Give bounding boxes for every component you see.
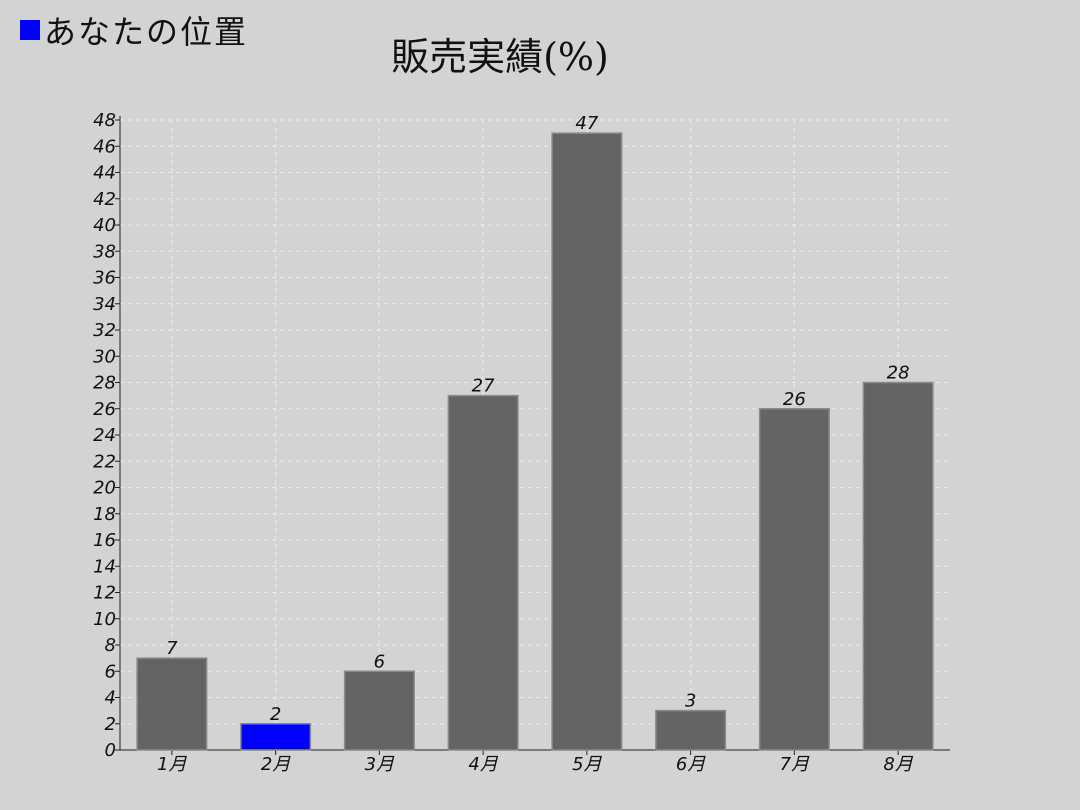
y-tick-label: 48 bbox=[93, 110, 116, 131]
data-label: 6 bbox=[374, 651, 385, 672]
y-tick-label: 0 bbox=[105, 740, 116, 761]
x-tick-label: 4月 bbox=[468, 754, 498, 775]
bar-7 bbox=[758, 408, 830, 751]
x-tick-label: 2月 bbox=[261, 754, 291, 775]
bar-5 bbox=[551, 132, 623, 751]
y-tick-label: 46 bbox=[93, 136, 116, 157]
bars bbox=[136, 132, 934, 751]
y-tick-label: 42 bbox=[93, 189, 116, 210]
y-tick-label: 32 bbox=[93, 320, 116, 341]
bar-1 bbox=[136, 657, 208, 751]
y-tick-label: 38 bbox=[93, 241, 116, 262]
y-tick-label: 18 bbox=[93, 504, 116, 525]
data-label: 28 bbox=[887, 363, 910, 384]
y-tick-label: 34 bbox=[93, 294, 116, 315]
chart-title: 販売実績(%) bbox=[391, 35, 609, 79]
y-tick-label: 36 bbox=[93, 268, 116, 289]
x-tick-label: 6月 bbox=[676, 754, 706, 775]
data-label: 26 bbox=[783, 389, 806, 410]
y-tick-label: 12 bbox=[93, 583, 116, 604]
labels: 1月 7 2月 2 3月 6 4月 27 5月 47 6月 3 7月 26 8月 28 bbox=[157, 113, 914, 775]
legend: あなたの位置 bbox=[20, 10, 249, 51]
x-tick-label: 7月 bbox=[780, 754, 810, 775]
y-tick-label: 24 bbox=[93, 425, 116, 446]
legend-label: あなたの位置 bbox=[44, 13, 249, 51]
data-label: 27 bbox=[472, 376, 495, 397]
data-label: 3 bbox=[685, 691, 696, 712]
x-tick-label: 5月 bbox=[572, 754, 602, 775]
legend-swatch bbox=[20, 20, 40, 40]
y-tick-label: 44 bbox=[93, 163, 116, 184]
bar-6 bbox=[655, 709, 727, 751]
y-tick-label: 40 bbox=[93, 215, 116, 236]
x-tick-label: 1月 bbox=[157, 754, 187, 775]
data-label: 7 bbox=[166, 638, 178, 659]
data-label: 47 bbox=[575, 113, 598, 134]
axes: 0246810121416182022242628303234363840424… bbox=[93, 110, 950, 761]
y-tick-label: 6 bbox=[105, 661, 116, 682]
x-tick-label: 8月 bbox=[883, 754, 913, 775]
bar-8 bbox=[862, 381, 934, 751]
bar-2 bbox=[240, 723, 312, 751]
x-tick-label: 3月 bbox=[365, 754, 395, 775]
y-tick-label: 8 bbox=[105, 635, 116, 656]
y-tick-label: 14 bbox=[93, 556, 116, 577]
y-tick-label: 20 bbox=[93, 478, 116, 499]
y-tick-label: 2 bbox=[105, 714, 116, 735]
data-label: 2 bbox=[270, 704, 281, 725]
y-tick-label: 26 bbox=[93, 399, 116, 420]
bar-4 bbox=[447, 394, 519, 751]
y-tick-label: 16 bbox=[93, 530, 116, 551]
y-tick-label: 10 bbox=[93, 609, 116, 630]
bar-3 bbox=[343, 670, 415, 751]
y-tick-label: 30 bbox=[93, 346, 116, 367]
y-tick-label: 28 bbox=[93, 373, 116, 394]
y-tick-label: 22 bbox=[93, 451, 116, 472]
y-tick-label: 4 bbox=[105, 688, 116, 709]
